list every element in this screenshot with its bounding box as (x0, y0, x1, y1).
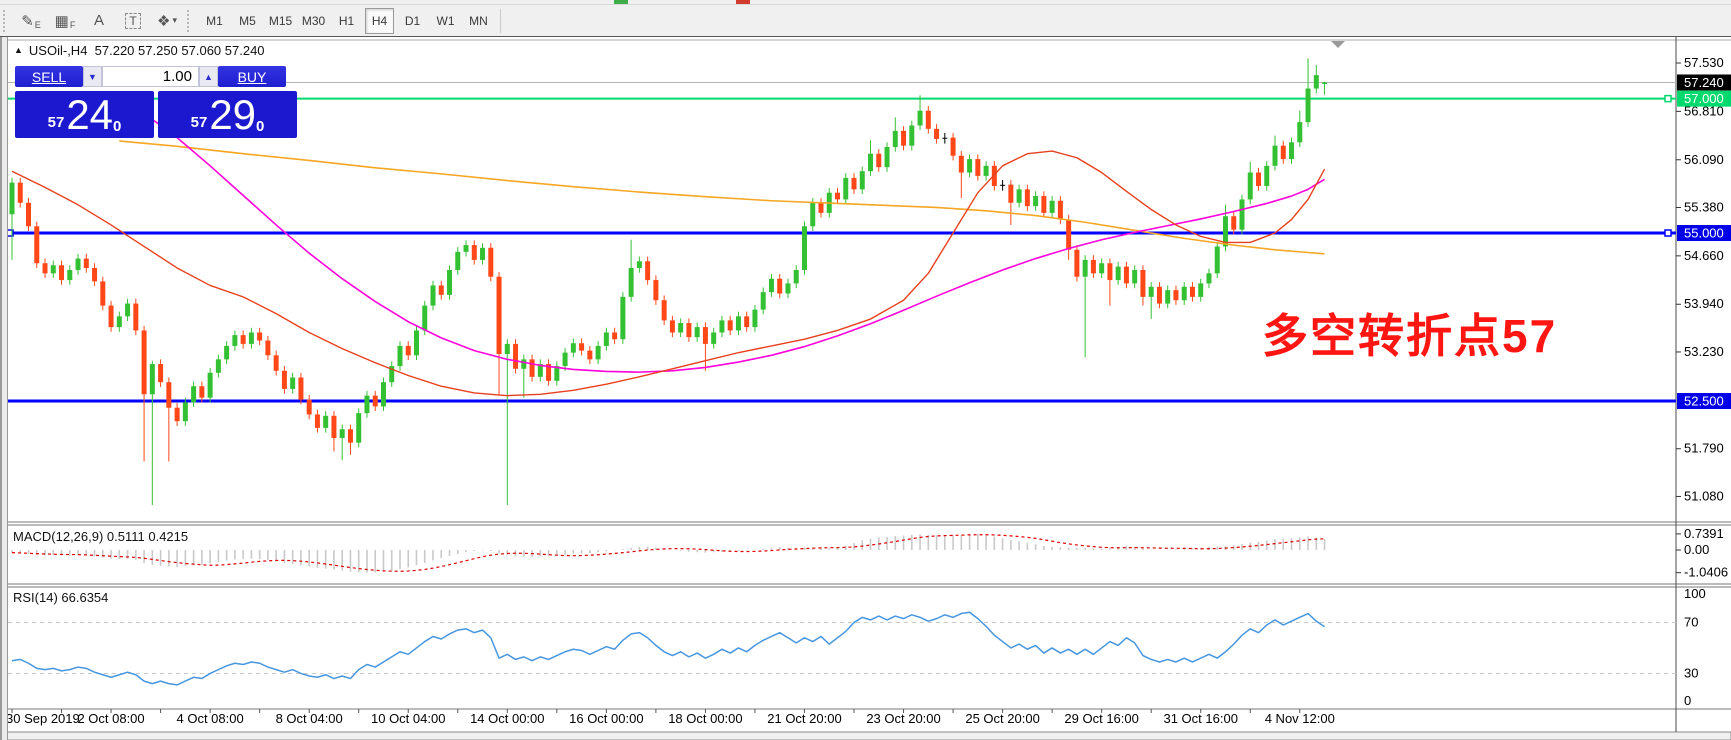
svg-text:55.000: 55.000 (1684, 226, 1724, 241)
symbol-marker-icon: ▲ (14, 45, 23, 55)
volume-decrease-button[interactable]: ▼ (83, 66, 102, 87)
svg-text:18 Oct 00:00: 18 Oct 00:00 (668, 711, 742, 726)
svg-text:51.790: 51.790 (1684, 441, 1724, 456)
svg-text:10 Oct 04:00: 10 Oct 04:00 (371, 711, 445, 726)
text-box-icon[interactable]: T (117, 7, 149, 35)
svg-text:8 Oct 04:00: 8 Oct 04:00 (276, 711, 343, 726)
chart-toolbar: ✎ E ▦ F A T ❖ ▾ M1 M5 M15 M30 H1 H4 D1 W1 M… (0, 5, 1731, 38)
svg-text:57.530: 57.530 (1684, 55, 1724, 70)
clipped-red-icon (736, 0, 750, 4)
svg-text:100: 100 (1684, 586, 1706, 601)
svg-text:0.00: 0.00 (1684, 542, 1709, 557)
svg-text:51.080: 51.080 (1684, 488, 1724, 503)
svg-text:54.660: 54.660 (1684, 248, 1724, 263)
tf-button-m30[interactable]: M30 (301, 13, 326, 28)
svg-text:2 Oct 08:00: 2 Oct 08:00 (77, 711, 144, 726)
svg-text:56.090: 56.090 (1684, 152, 1724, 167)
tf-button-m5[interactable]: M5 (239, 13, 256, 28)
svg-text:21 Oct 20:00: 21 Oct 20:00 (767, 711, 841, 726)
buy-button[interactable]: BUY (218, 66, 286, 87)
svg-text:25 Oct 20:00: 25 Oct 20:00 (965, 711, 1039, 726)
arrows-icon[interactable]: ❖ ▾ (157, 12, 177, 30)
svg-text:0.7391: 0.7391 (1684, 526, 1724, 541)
svg-text:30: 30 (1684, 665, 1698, 680)
tf-button-m1[interactable]: M1 (206, 13, 223, 28)
tf-button-m15[interactable]: M15 (268, 13, 293, 28)
svg-text:4 Nov 12:00: 4 Nov 12:00 (1265, 711, 1335, 726)
volume-input[interactable]: 1.00 (102, 66, 199, 87)
one-click-trading-panel: SELL ▼ 1.00 ▲ BUY 57 24 0 57 29 0 (15, 66, 297, 138)
chart-annotation-text: 多空转折点57 (1262, 310, 1558, 362)
toolbar-separator (500, 8, 501, 33)
rsi-label: RSI(14) 66.6354 (13, 590, 109, 605)
sell-price-tile[interactable]: 57 24 0 (15, 91, 154, 138)
tf-button-mn[interactable]: MN (469, 13, 488, 28)
svg-text:16 Oct 00:00: 16 Oct 00:00 (569, 711, 643, 726)
toolbar-grip-2[interactable] (187, 9, 194, 32)
tf-button-w1[interactable]: W1 (436, 13, 455, 28)
svg-text:14 Oct 00:00: 14 Oct 00:00 (470, 711, 544, 726)
clipped-toolbar-row (0, 0, 1731, 5)
chart-canvas[interactable]: 57.530 56.810 56.090 55.380 54.660 53.940 53.2… (0, 37, 1731, 740)
svg-text:4 Oct 08:00: 4 Oct 08:00 (177, 711, 244, 726)
svg-text:31 Oct 16:00: 31 Oct 16:00 (1163, 711, 1237, 726)
svg-text:29 Oct 16:00: 29 Oct 16:00 (1064, 711, 1138, 726)
svg-text:0: 0 (1684, 693, 1691, 708)
grid-icon[interactable]: ▦ F (54, 12, 76, 30)
svg-text:53.230: 53.230 (1684, 344, 1724, 359)
text-label-icon[interactable]: A (93, 12, 104, 29)
toolbar-grip[interactable] (3, 9, 10, 32)
clipped-green-icon (614, 0, 628, 4)
svg-text:53.940: 53.940 (1684, 296, 1724, 311)
svg-text:70: 70 (1684, 614, 1698, 629)
svg-text:56.810: 56.810 (1684, 103, 1724, 118)
tf-button-h4-active[interactable]: H4 (365, 7, 394, 34)
window-left-frame (0, 37, 8, 740)
svg-text:23 Oct 20:00: 23 Oct 20:00 (866, 711, 940, 726)
tf-button-h1[interactable]: H1 (338, 13, 355, 28)
svg-text:57.000: 57.000 (1684, 91, 1724, 106)
sell-button[interactable]: SELL (15, 66, 83, 87)
tf-button-d1[interactable]: D1 (404, 13, 421, 28)
svg-text:57.240: 57.240 (1684, 75, 1724, 90)
buy-price-tile[interactable]: 57 29 0 (158, 91, 297, 138)
svg-text:-1.0406: -1.0406 (1684, 565, 1728, 580)
chart-window: 57.530 56.810 56.090 55.380 54.660 53.940 53.2… (0, 37, 1731, 740)
svg-text:52.500: 52.500 (1684, 394, 1724, 409)
macd-label: MACD(12,26,9) 0.5111 0.4215 (13, 529, 189, 544)
svg-text:55.380: 55.380 (1684, 199, 1724, 214)
chart-title: ▲ USOil-,H4 57.220 57.250 57.060 57.240 (14, 43, 265, 58)
crosshair-draw-icon[interactable]: ✎ E (21, 12, 41, 30)
svg-text:30 Sep 2019: 30 Sep 2019 (6, 711, 80, 726)
volume-increase-button[interactable]: ▲ (199, 66, 218, 87)
